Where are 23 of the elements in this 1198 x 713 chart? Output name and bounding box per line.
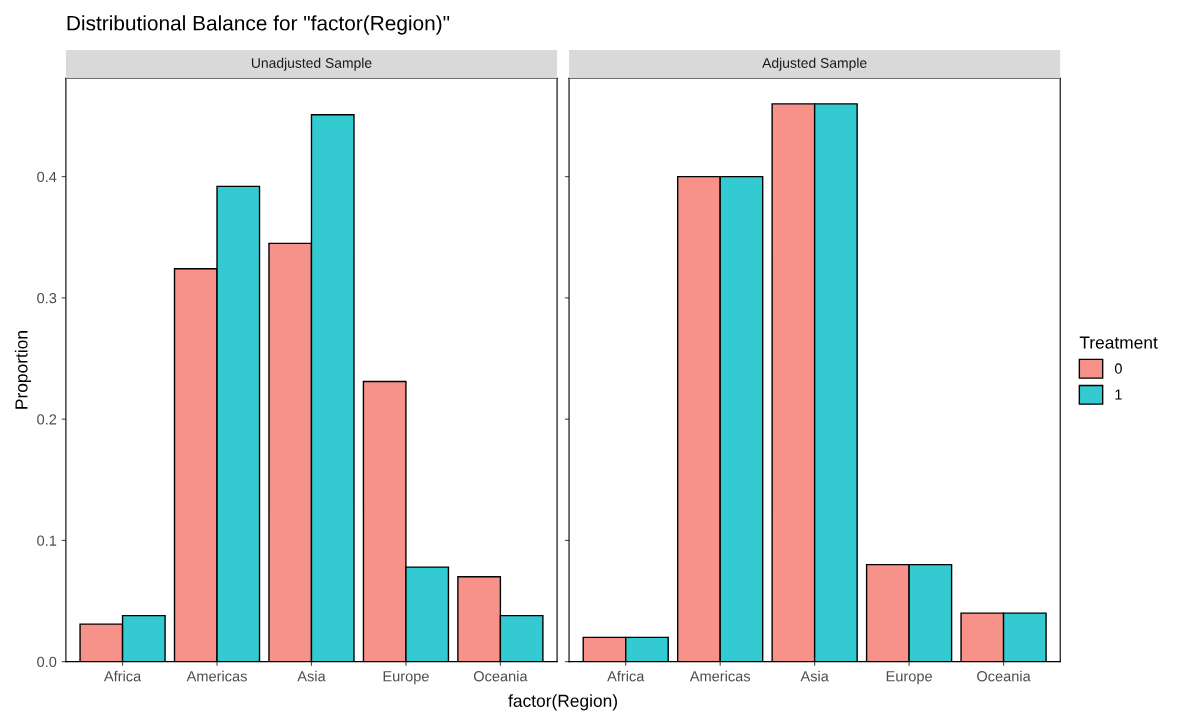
x-tick-label: Africa bbox=[103, 670, 142, 682]
x-tick-label: Europe bbox=[383, 671, 429, 685]
legend-label: 0 bbox=[1114, 363, 1122, 374]
y-tick-label: 0.0 bbox=[37, 656, 57, 668]
x-tick-label: Americas bbox=[689, 670, 751, 682]
y-tick-label: 0.1 bbox=[37, 535, 57, 546]
x-tick-label: Africa bbox=[607, 670, 645, 682]
x-tick-label: Americas bbox=[186, 670, 247, 682]
y-axis-title: Proportion bbox=[14, 331, 32, 409]
y-tick-label: 0.3 bbox=[37, 293, 57, 304]
chart-subtitle: Adjusted Sample bbox=[762, 57, 867, 71]
chart-subtitle: Unadjusted Sample bbox=[251, 57, 372, 71]
x-tick-label: Oceania bbox=[977, 670, 1031, 682]
y-tick-label: 0.4 bbox=[37, 171, 57, 183]
chart-title: Distributional Balance for "factor(Region)" bbox=[67, 15, 450, 35]
x-axis-title: factor(Region) bbox=[508, 694, 617, 711]
x-tick-label: Asia bbox=[800, 670, 829, 682]
x-tick-label: Asia bbox=[297, 670, 326, 682]
legend-title: Treatment bbox=[1079, 336, 1158, 349]
x-tick-label: Oceania bbox=[473, 670, 528, 682]
y-tick-label: 0.2 bbox=[37, 414, 57, 425]
legend-label: 1 bbox=[1115, 389, 1122, 400]
x-tick-label: Europe bbox=[886, 671, 932, 685]
